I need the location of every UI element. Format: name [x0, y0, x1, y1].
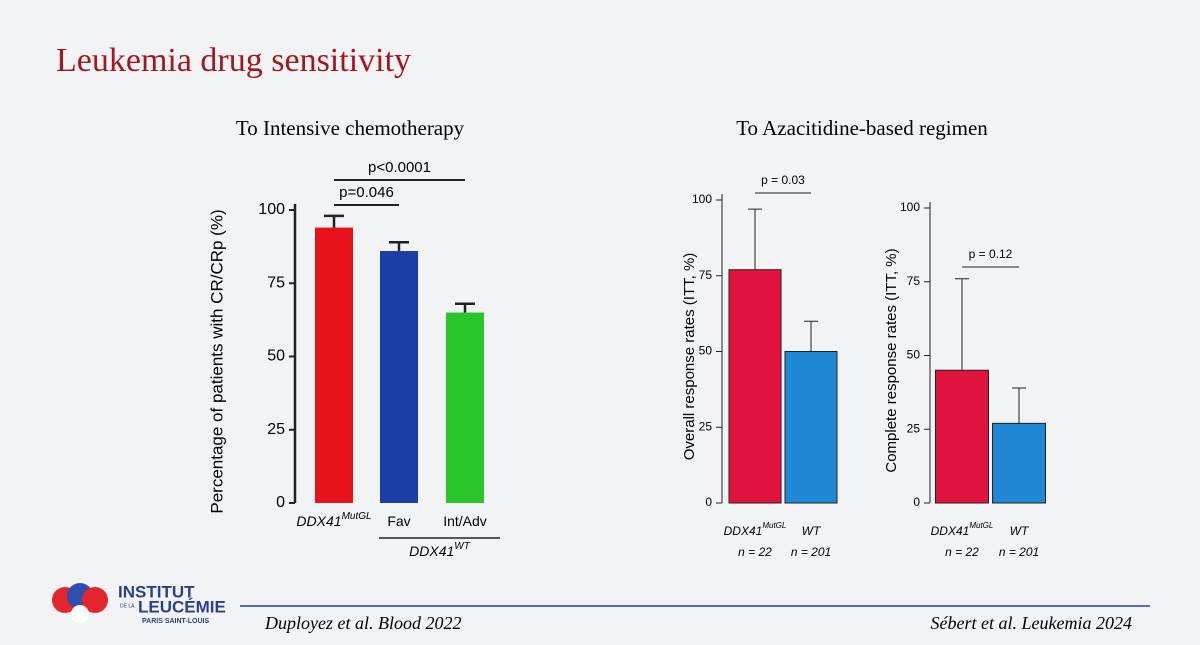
- y-tick-label: 25: [699, 419, 713, 433]
- error-bar: [748, 208, 762, 270]
- y-tick-label: 75: [907, 274, 921, 288]
- category: Int/Adv: [443, 513, 487, 529]
- logo: INSTITUT DE LA LEUCÉMIE PARIS SAINT-LOUI…: [52, 582, 226, 625]
- y-axis-label: Complete response rates (ITT, %): [883, 248, 900, 472]
- group-label: DDX41WT: [409, 541, 471, 559]
- logo-petal: [82, 587, 108, 613]
- reference: Duployez et al. Blood 2022: [264, 613, 461, 633]
- category-sublabel: n = 201: [999, 545, 1039, 559]
- y-axis-label: Overall response rates (ITT, %): [681, 253, 698, 461]
- bar: [935, 369, 989, 504]
- x-tick-label: DDX41MutGL: [931, 521, 994, 538]
- bar: [728, 269, 782, 504]
- logo-text: LEUCÉMIE: [138, 597, 226, 616]
- bar: [992, 422, 1046, 504]
- error-bar: [1012, 387, 1026, 424]
- significance-label: p<0.0001: [368, 159, 431, 176]
- x-tick-label: WT: [1010, 524, 1030, 538]
- slide-title: Leukemia drug sensitivity: [56, 42, 411, 79]
- group-text: DDX41: [409, 543, 454, 559]
- group-superscript: WT: [454, 541, 470, 552]
- error-bar: [389, 240, 409, 252]
- chart-title: To Azacitidine-based regimen: [736, 116, 988, 140]
- x-tick-label: DDX41MutGL: [724, 521, 787, 538]
- category: DDX41: [296, 513, 341, 529]
- logo-text: INSTITUT: [118, 582, 195, 601]
- category: WT: [802, 524, 822, 538]
- logo-text: DE LA: [120, 603, 135, 609]
- y-tick-label: 50: [907, 348, 921, 362]
- error-bar: [324, 214, 344, 228]
- x-tick-label: DDX41MutGL: [296, 511, 371, 529]
- category-superscript: MutGL: [969, 521, 993, 530]
- category: Fav: [387, 513, 410, 529]
- y-tick-label: 25: [907, 421, 921, 435]
- y-tick-label: 50: [699, 344, 713, 358]
- chart-title: To Intensive chemotherapy: [236, 116, 465, 140]
- logo-center: [71, 605, 89, 623]
- y-tick-label: 0: [913, 495, 920, 509]
- category: WT: [1010, 524, 1030, 538]
- category-sublabel: n = 201: [791, 545, 831, 559]
- logo-text: PARIS SAINT-LOUIS: [142, 618, 209, 625]
- x-tick-label: Fav: [387, 513, 410, 529]
- bar: [784, 351, 838, 504]
- category: DDX41: [724, 524, 763, 538]
- y-tick-label: 100: [692, 192, 712, 206]
- x-tick-label: WT: [802, 524, 822, 538]
- category-superscript: MutGL: [342, 511, 372, 522]
- y-axis-label: Percentage of patients with CR/CRp (%): [207, 209, 226, 513]
- x-tick-label: Int/Adv: [443, 513, 487, 529]
- category-sublabel: n = 22: [945, 545, 979, 559]
- y-tick-label: 75: [699, 268, 713, 282]
- category-superscript: MutGL: [762, 521, 786, 530]
- category: DDX41: [931, 524, 970, 538]
- y-tick-label: 50: [267, 348, 285, 365]
- error-bar: [955, 278, 969, 371]
- significance-label: p = 0.03: [761, 173, 805, 187]
- y-tick-label: 75: [267, 274, 285, 291]
- y-tick-label: 100: [258, 201, 285, 218]
- bar: [380, 251, 418, 503]
- error-bar: [804, 320, 818, 352]
- y-tick-label: 0: [276, 494, 285, 511]
- significance-label: p=0.046: [339, 184, 394, 201]
- y-tick-label: 100: [900, 200, 920, 214]
- error-bar: [455, 302, 475, 313]
- category-sublabel: n = 22: [738, 545, 772, 559]
- y-tick-label: 25: [267, 421, 285, 438]
- bar: [315, 227, 353, 503]
- y-tick-label: 0: [705, 495, 712, 509]
- bar: [446, 312, 484, 503]
- reference: Sébert et al. Leukemia 2024: [931, 613, 1132, 633]
- significance-label: p = 0.12: [969, 247, 1013, 261]
